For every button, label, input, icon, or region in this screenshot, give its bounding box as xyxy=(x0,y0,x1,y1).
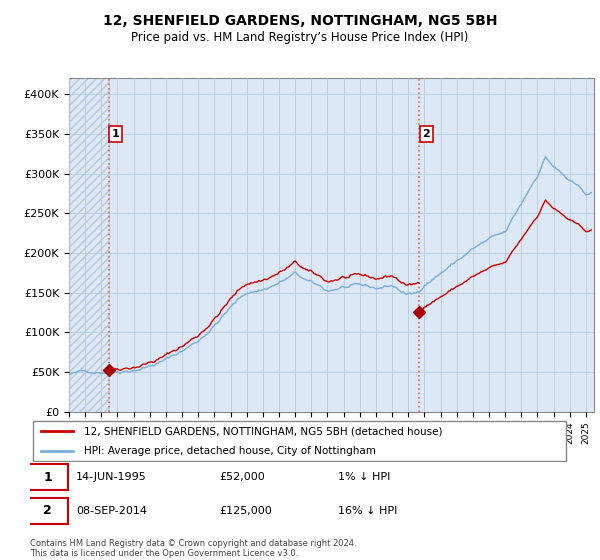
Text: 16% ↓ HPI: 16% ↓ HPI xyxy=(338,506,397,516)
Text: £52,000: £52,000 xyxy=(219,473,265,482)
Text: 14-JUN-1995: 14-JUN-1995 xyxy=(76,473,146,482)
Text: 12, SHENFIELD GARDENS, NOTTINGHAM, NG5 5BH (detached house): 12, SHENFIELD GARDENS, NOTTINGHAM, NG5 5… xyxy=(84,426,443,436)
Text: 1: 1 xyxy=(43,471,52,484)
FancyBboxPatch shape xyxy=(28,498,68,524)
Text: Contains HM Land Registry data © Crown copyright and database right 2024.
This d: Contains HM Land Registry data © Crown c… xyxy=(30,539,356,558)
Text: 2: 2 xyxy=(43,505,52,517)
Text: HPI: Average price, detached house, City of Nottingham: HPI: Average price, detached house, City… xyxy=(84,446,376,456)
Text: 1: 1 xyxy=(112,129,119,139)
Text: 1% ↓ HPI: 1% ↓ HPI xyxy=(338,473,390,482)
Text: 12, SHENFIELD GARDENS, NOTTINGHAM, NG5 5BH: 12, SHENFIELD GARDENS, NOTTINGHAM, NG5 5… xyxy=(103,14,497,28)
Text: 08-SEP-2014: 08-SEP-2014 xyxy=(76,506,147,516)
Text: Price paid vs. HM Land Registry’s House Price Index (HPI): Price paid vs. HM Land Registry’s House … xyxy=(131,31,469,44)
Text: £125,000: £125,000 xyxy=(219,506,272,516)
Text: 2: 2 xyxy=(422,129,430,139)
FancyBboxPatch shape xyxy=(33,421,566,461)
FancyBboxPatch shape xyxy=(28,464,68,491)
